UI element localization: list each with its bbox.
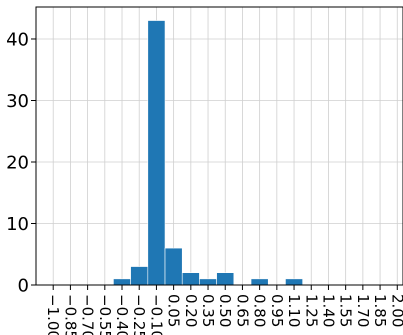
histogram-bar (113, 278, 131, 286)
histogram-bar (130, 266, 149, 286)
x-tick-label: 1.40 (319, 294, 337, 327)
y-tick-label: 20 (6, 152, 29, 173)
y-tick-label: 10 (6, 214, 29, 235)
x-tick-label: 0.20 (182, 294, 200, 327)
x-tick-label: −0.55 (96, 294, 114, 335)
histogram-bar (147, 20, 166, 286)
x-tick-label: 1.55 (337, 294, 355, 327)
x-tick-label: −0.85 (61, 294, 79, 335)
x-tick-label: 1.70 (354, 294, 372, 327)
grid-layer (36, 7, 403, 286)
histogram-bar (250, 278, 269, 286)
histogram-bar (216, 272, 235, 286)
x-tick-label: 1.25 (302, 294, 320, 327)
bar-layer (113, 20, 303, 286)
histogram-bar (164, 247, 183, 286)
histogram-bar (181, 272, 200, 286)
y-tick-label: 30 (6, 91, 29, 112)
y-tick-label: 40 (6, 29, 29, 50)
histogram-bar (285, 278, 303, 286)
x-tick-label: −1.00 (44, 294, 62, 335)
label-layer: 0 10 20 30 40 −1.00 −0.85 −0.70 −0.55 −0.40 −0.25−… (6, 29, 403, 335)
tick-layer (31, 38, 398, 290)
y-tick-label: 0 (18, 276, 29, 297)
x-tick-label: −0.10 (147, 294, 165, 335)
x-tick-label: 0.35 (199, 294, 217, 327)
x-tick-label: 0.80 (251, 294, 269, 327)
x-tick-label: 0.50 (216, 294, 234, 327)
histogram-bar (199, 278, 217, 286)
plot-frame (35, 6, 403, 286)
x-tick-label: 1.10 (285, 294, 303, 327)
x-tick-label: 1.85 (371, 294, 389, 327)
x-tick-label: 0.05 (165, 294, 183, 327)
x-tick-label: 2.00 (388, 294, 403, 327)
x-tick-label: −0.40 (113, 294, 131, 335)
x-tick-label: 0.65 (233, 294, 251, 327)
x-tick-label: −0.25 (130, 294, 148, 335)
x-tick-label: 0.95 (268, 294, 286, 327)
x-tick-label: −0.70 (79, 294, 97, 335)
